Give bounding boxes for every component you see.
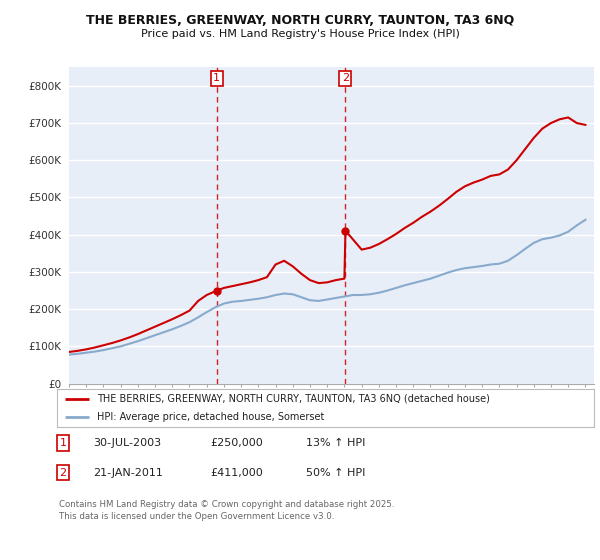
- Text: £250,000: £250,000: [210, 438, 263, 448]
- Text: Contains HM Land Registry data © Crown copyright and database right 2025.
This d: Contains HM Land Registry data © Crown c…: [59, 500, 394, 521]
- Text: HPI: Average price, detached house, Somerset: HPI: Average price, detached house, Some…: [97, 412, 325, 422]
- Text: 21-JAN-2011: 21-JAN-2011: [93, 468, 163, 478]
- Text: 1: 1: [213, 73, 220, 83]
- Text: 30-JUL-2003: 30-JUL-2003: [93, 438, 161, 448]
- Text: THE BERRIES, GREENWAY, NORTH CURRY, TAUNTON, TA3 6NQ: THE BERRIES, GREENWAY, NORTH CURRY, TAUN…: [86, 14, 514, 27]
- Text: THE BERRIES, GREENWAY, NORTH CURRY, TAUNTON, TA3 6NQ (detached house): THE BERRIES, GREENWAY, NORTH CURRY, TAUN…: [97, 394, 490, 404]
- Text: 13% ↑ HPI: 13% ↑ HPI: [306, 438, 365, 448]
- Text: 2: 2: [59, 468, 67, 478]
- Text: Price paid vs. HM Land Registry's House Price Index (HPI): Price paid vs. HM Land Registry's House …: [140, 29, 460, 39]
- Text: 2: 2: [342, 73, 349, 83]
- Text: £411,000: £411,000: [210, 468, 263, 478]
- Text: 1: 1: [59, 438, 67, 448]
- Text: 50% ↑ HPI: 50% ↑ HPI: [306, 468, 365, 478]
